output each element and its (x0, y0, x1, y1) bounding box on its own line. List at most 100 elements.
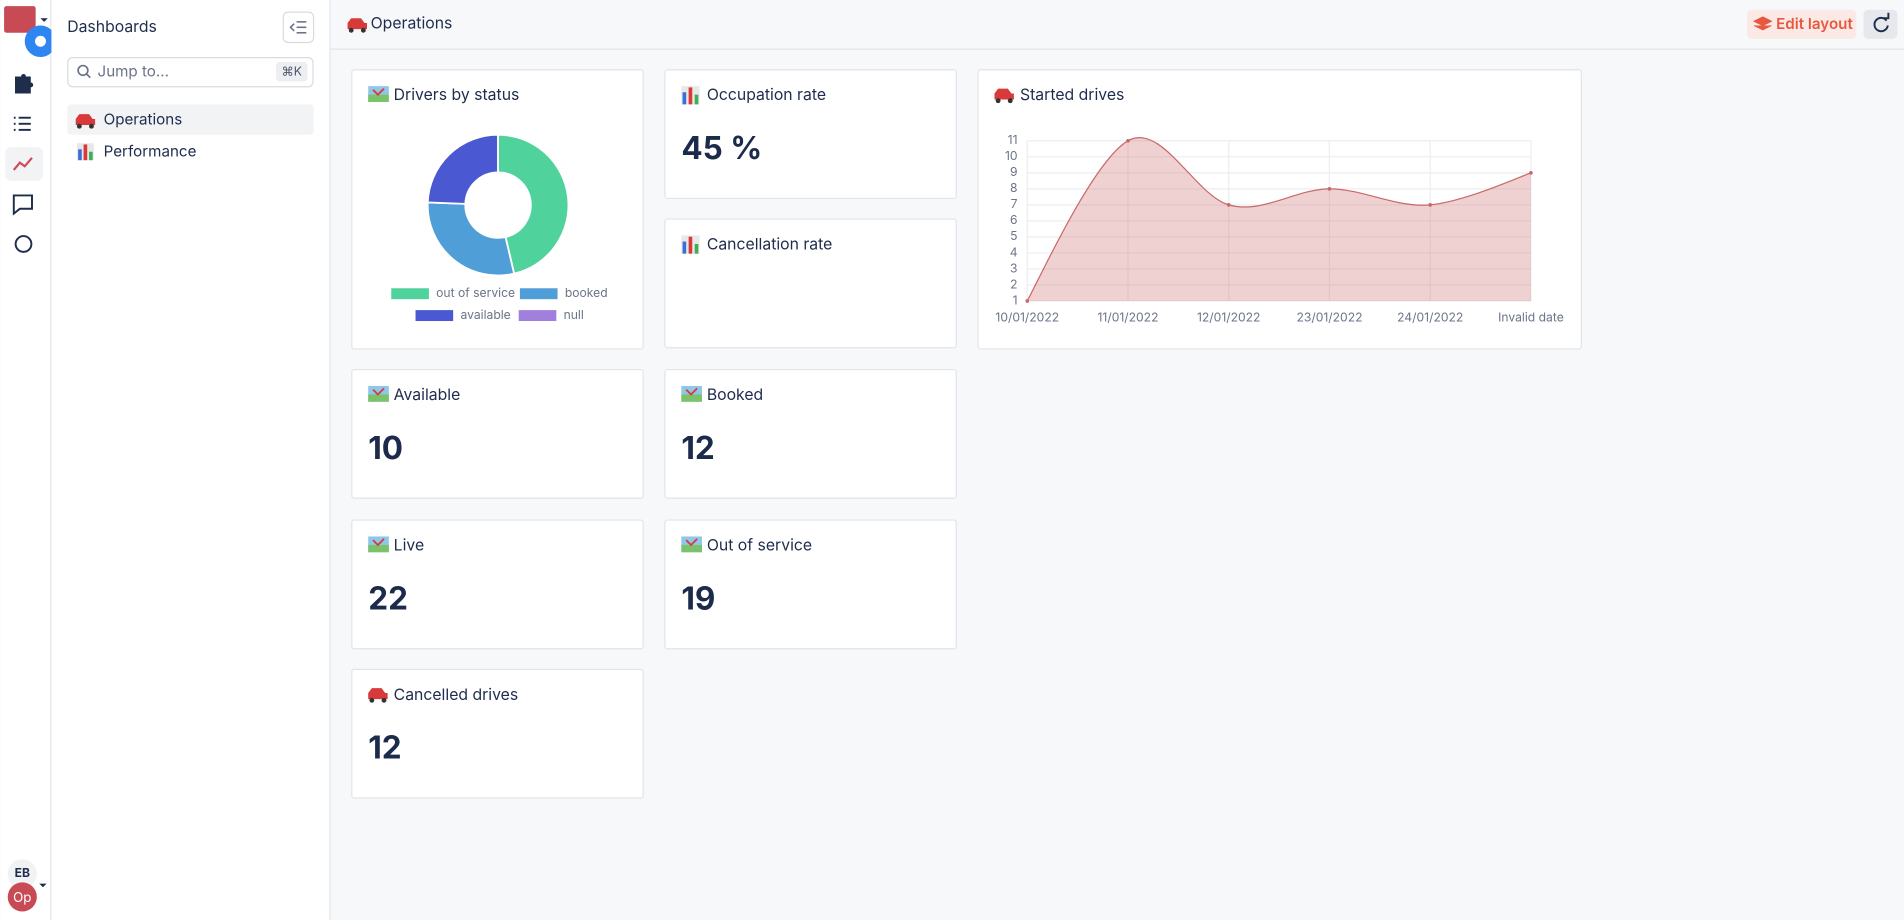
map-icon (368, 536, 389, 553)
car-icon (75, 114, 96, 129)
edit-layout-label: Edit layout (1776, 14, 1853, 33)
x-tick-label: Invalid date (1498, 309, 1564, 324)
point (1327, 187, 1332, 191)
x-tick-label: 24/01/2022 (1397, 309, 1463, 324)
user-avatar[interactable] (7, 859, 37, 889)
workspace-caret[interactable] (39, 883, 47, 888)
workspace-initials: Op (13, 890, 31, 906)
icon-part (1007, 98, 1013, 104)
widget-card (351, 519, 644, 650)
donut-segment (426, 133, 499, 205)
nav-item[interactable]: Performance (104, 141, 197, 160)
icon-part (369, 697, 375, 703)
icon-part (372, 538, 385, 547)
y-tick-label: 5 (1010, 228, 1017, 243)
legend-label: out of service (436, 285, 515, 300)
kpi-value: 12 (368, 728, 401, 767)
legend-label: available (460, 307, 510, 322)
search-icon (77, 64, 89, 77)
icon-part (994, 88, 1014, 100)
history-icon[interactable] (14, 235, 33, 253)
widget-card (351, 69, 644, 350)
nav-item-selected-bg (67, 104, 314, 135)
widget-card (664, 519, 957, 650)
icon-part (688, 236, 693, 254)
icon-part (682, 241, 687, 254)
x-tick-label: 12/01/2022 (1197, 309, 1260, 324)
logo-caret[interactable] (40, 18, 48, 22)
sidebar-title: Dashboards (67, 17, 157, 36)
kpi-value: 19 (681, 578, 715, 617)
search-placeholder: Jump to... (98, 61, 169, 80)
collapse-icon (289, 21, 307, 34)
car-icon (994, 88, 1014, 104)
donut-segment (497, 133, 570, 275)
y-tick-label: 3 (1010, 260, 1017, 275)
layers-icon (1752, 16, 1773, 31)
comments-icon[interactable] (12, 194, 33, 216)
header (330, 0, 1904, 49)
widget-title: Available (394, 385, 461, 404)
icon-part (685, 387, 698, 396)
donut-segment (426, 201, 516, 277)
x-tick-label: 10/01/2022 (995, 309, 1059, 324)
icon-part (681, 394, 702, 402)
widget-title: Booked (707, 385, 763, 404)
widget-card (664, 218, 957, 349)
widget-card (664, 69, 957, 200)
bar-icon (681, 86, 700, 105)
area (1027, 137, 1531, 302)
y-tick-label: 8 (1010, 180, 1018, 195)
y-tick-label: 7 (1011, 196, 1018, 211)
icon-part (368, 94, 389, 102)
icon-part (694, 243, 699, 254)
icon-part (694, 94, 699, 105)
point (1428, 203, 1433, 207)
list-icon[interactable] (13, 116, 31, 131)
icon-part (995, 98, 1001, 104)
kpi-value: 12 (681, 428, 714, 467)
icon-part (368, 544, 389, 553)
widget-card (351, 368, 644, 499)
map-icon (368, 385, 389, 402)
y-tick-label: 2 (1010, 276, 1017, 291)
search-icon (86, 73, 91, 79)
plugins-icon[interactable] (15, 74, 34, 94)
icon-part (381, 697, 387, 703)
shortcut-badge (275, 61, 308, 82)
icon-part (685, 538, 698, 547)
map-icon (681, 385, 702, 402)
car-icon (347, 18, 367, 33)
dashboard-grid: Occupation rate 45 % Cancellation rate Avai… (351, 69, 1582, 799)
legend-swatch (518, 310, 557, 322)
icon-part (372, 87, 385, 96)
refresh-icon (1882, 12, 1890, 20)
x-tick-label: 11/01/2022 (1097, 309, 1158, 324)
line (1026, 137, 1532, 302)
refresh-button[interactable] (1863, 9, 1898, 39)
y-tick-label: 4 (1010, 244, 1018, 259)
x-tick-label: 23/01/2022 (1296, 309, 1362, 324)
edit-layout-button[interactable] (1746, 9, 1857, 39)
icon-part (368, 688, 388, 700)
dashboards-icon[interactable] (12, 157, 33, 171)
y-tick-label: 6 (1010, 212, 1018, 227)
icon-rail (0, 0, 51, 920)
widget-title: Occupation rate (707, 85, 826, 104)
y-tick-label: 11 (1008, 132, 1018, 147)
kpi-value: 22 (368, 578, 408, 617)
logo[interactable] (4, 6, 36, 33)
legend-swatch (415, 310, 454, 322)
search-box[interactable] (67, 57, 314, 88)
nav-item[interactable]: Operations (104, 109, 183, 128)
workspace-avatar[interactable] (7, 882, 37, 912)
map-icon (681, 536, 702, 553)
widget-title: Cancelled drives (394, 685, 519, 704)
refresh-icon (1873, 16, 1889, 33)
bar-icon (681, 235, 700, 254)
widget-title: Drivers by status (394, 85, 520, 104)
y-tick-label: 10 (1005, 148, 1018, 163)
legend-swatch (519, 288, 558, 300)
info-icon (35, 35, 46, 47)
